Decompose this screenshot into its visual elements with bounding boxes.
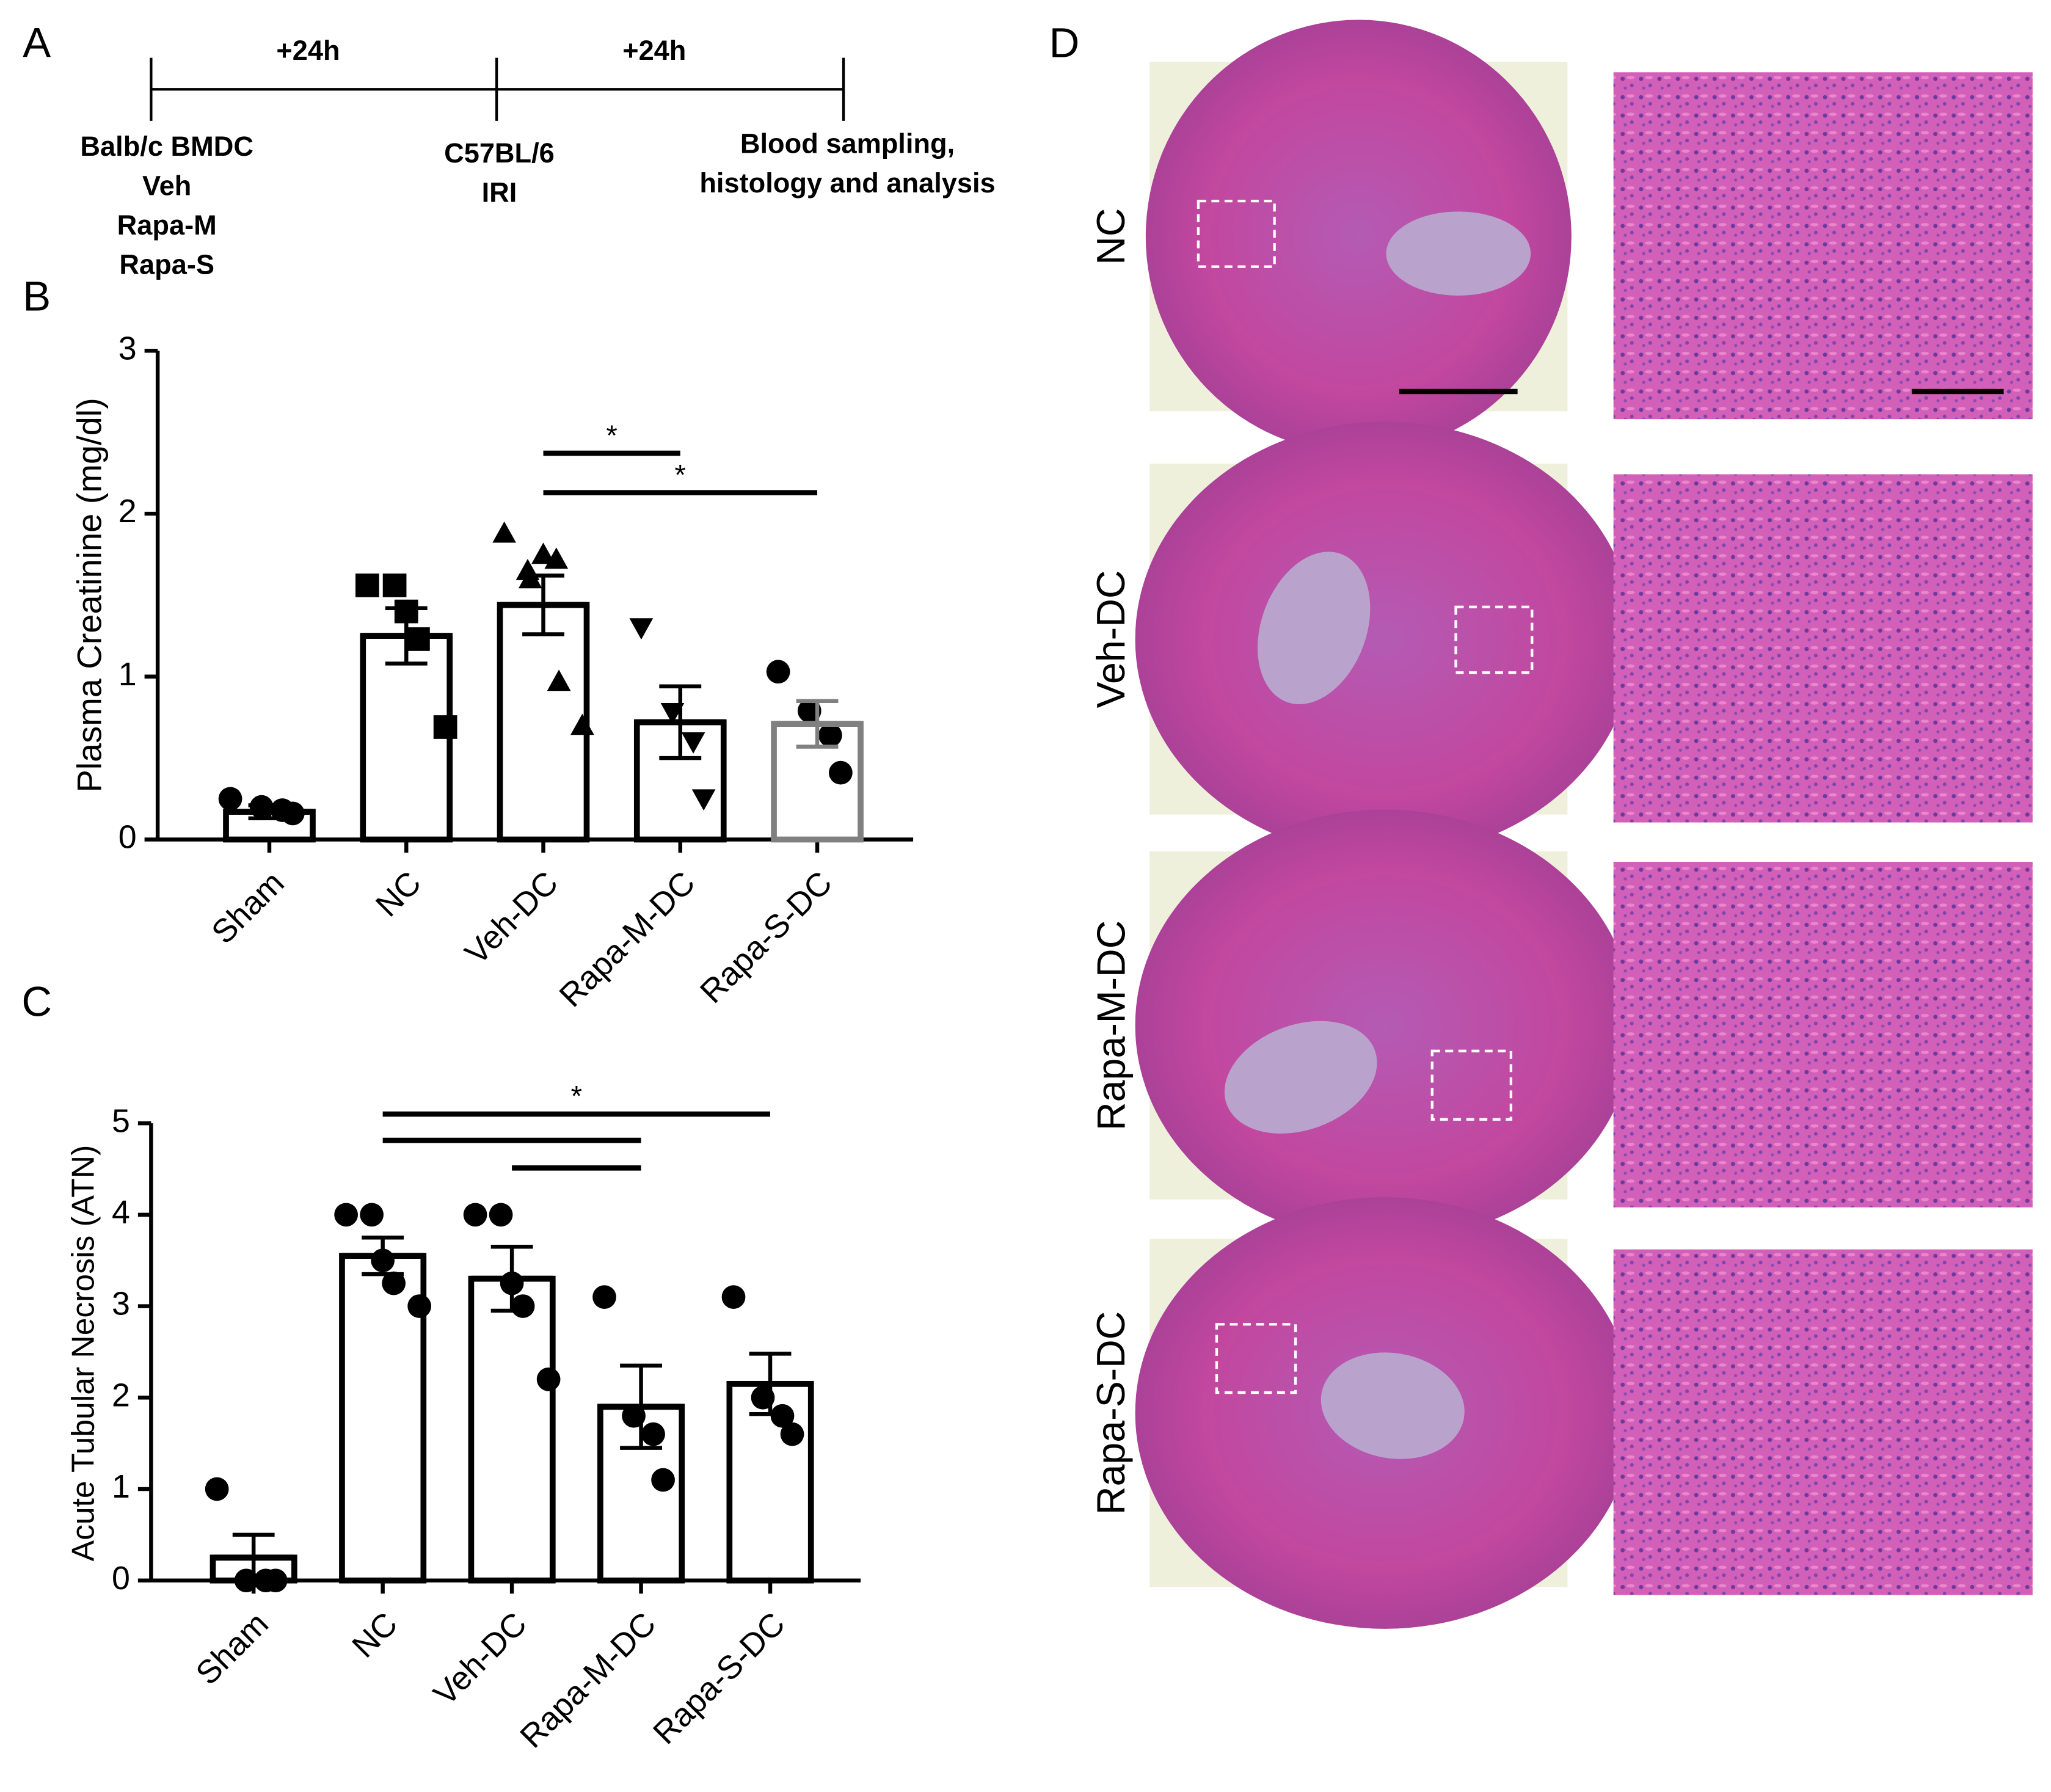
medulla — [1224, 1021, 1377, 1134]
y-tick-label: 5 — [112, 1102, 130, 1139]
medulla — [1386, 211, 1531, 296]
data-point — [780, 1422, 804, 1446]
inset-box — [1430, 1049, 1513, 1121]
significance-label: * — [675, 459, 686, 491]
step-label: IRI — [482, 177, 517, 208]
panel-label: D — [1049, 19, 1080, 66]
y-tick-label: 0 — [118, 819, 137, 856]
y-tick-label: 2 — [112, 1377, 130, 1413]
data-point — [629, 618, 654, 640]
x-tick-label: Rapa-M-DC — [552, 864, 702, 1014]
data-point — [641, 1422, 665, 1446]
data-point — [382, 574, 407, 597]
x-tick-label: NC — [369, 864, 428, 923]
data-point — [547, 669, 571, 691]
y-tick-label: 1 — [118, 656, 137, 693]
y-tick-label: 3 — [118, 330, 137, 367]
y-tick-label: 2 — [118, 493, 137, 530]
y-tick-label: 1 — [112, 1468, 130, 1505]
data-point — [205, 1477, 229, 1501]
x-tick-label: Sham — [205, 864, 291, 951]
bar — [468, 1275, 556, 1584]
data-point — [355, 574, 379, 597]
detail-image — [1613, 72, 2033, 420]
detail-image — [1613, 1249, 2033, 1595]
panel-label: A — [23, 19, 51, 66]
row-label: Rapa-S-DC — [1089, 1311, 1133, 1515]
data-point — [531, 542, 555, 564]
inset-box — [1215, 1323, 1297, 1394]
panel-label: B — [23, 273, 51, 320]
data-point — [536, 1367, 561, 1391]
data-point — [592, 1285, 616, 1309]
step-label: Blood sampling, — [740, 128, 955, 159]
data-point — [681, 732, 705, 754]
data-point — [721, 1285, 746, 1309]
data-point — [691, 789, 716, 811]
interval-label: +24h — [622, 35, 686, 66]
row-label: Veh-DC — [1089, 570, 1133, 708]
data-point — [544, 547, 569, 569]
y-tick-label: 0 — [112, 1560, 130, 1597]
y-axis-label: Plasma Creatinine (mg/dl) — [70, 398, 108, 792]
kidney-section — [1135, 421, 1635, 857]
step-label: C57BL/6 — [444, 137, 555, 169]
data-point — [570, 713, 594, 735]
x-tick-label: NC — [345, 1605, 404, 1664]
data-point — [334, 1203, 358, 1227]
data-point — [218, 787, 242, 811]
data-point — [263, 1568, 288, 1593]
x-tick-label: Rapa-M-DC — [513, 1605, 663, 1755]
row-label: Rapa-M-DC — [1089, 920, 1133, 1131]
data-point — [829, 760, 853, 785]
data-point — [360, 1203, 384, 1227]
data-point — [766, 660, 790, 684]
data-point — [492, 521, 516, 543]
inset-box — [1197, 199, 1276, 268]
significance-label: * — [571, 1080, 582, 1113]
interval-label: +24h — [276, 35, 340, 66]
kidney-section — [1135, 809, 1635, 1242]
y-tick-label: 4 — [112, 1194, 130, 1231]
data-point — [651, 1468, 675, 1492]
y-axis-label: Acute Tubular Necrosis (ATN) — [65, 1145, 100, 1562]
x-tick-label: Sham — [189, 1605, 275, 1692]
step-label: Veh — [142, 170, 191, 202]
medulla — [1321, 1352, 1465, 1459]
data-point — [382, 1271, 406, 1295]
step-label: Rapa-M — [117, 209, 217, 241]
detail-image — [1613, 474, 2033, 823]
data-point — [406, 627, 430, 651]
histology-panel: NC Veh-DC Rapa-M-DC Rapa-S-DC — [1089, 20, 2033, 1629]
row-label: NC — [1089, 208, 1133, 265]
data-point — [489, 1203, 513, 1227]
data-point — [511, 1294, 535, 1318]
x-tick-label: Rapa-S-DC — [646, 1605, 792, 1751]
step-label: Rapa-S — [119, 249, 214, 280]
data-point — [518, 567, 542, 589]
y-tick-label: 3 — [112, 1286, 130, 1322]
step-label: histology and analysis — [699, 167, 995, 199]
step-label: Balb/c BMDC — [80, 131, 253, 162]
data-point — [407, 1294, 432, 1318]
data-point — [433, 715, 457, 739]
detail-image — [1613, 862, 2033, 1207]
medulla — [1258, 552, 1371, 704]
x-tick-label: Veh-DC — [458, 864, 566, 972]
x-tick-label: Veh-DC — [426, 1605, 534, 1713]
significance-label: * — [606, 420, 617, 452]
data-point — [463, 1203, 487, 1227]
panel-label: C — [21, 978, 52, 1025]
data-point — [818, 723, 842, 748]
kidney-section — [1145, 20, 1572, 453]
x-tick-label: Rapa-S-DC — [693, 864, 839, 1010]
bar — [497, 602, 590, 843]
inset-box — [1454, 605, 1534, 674]
